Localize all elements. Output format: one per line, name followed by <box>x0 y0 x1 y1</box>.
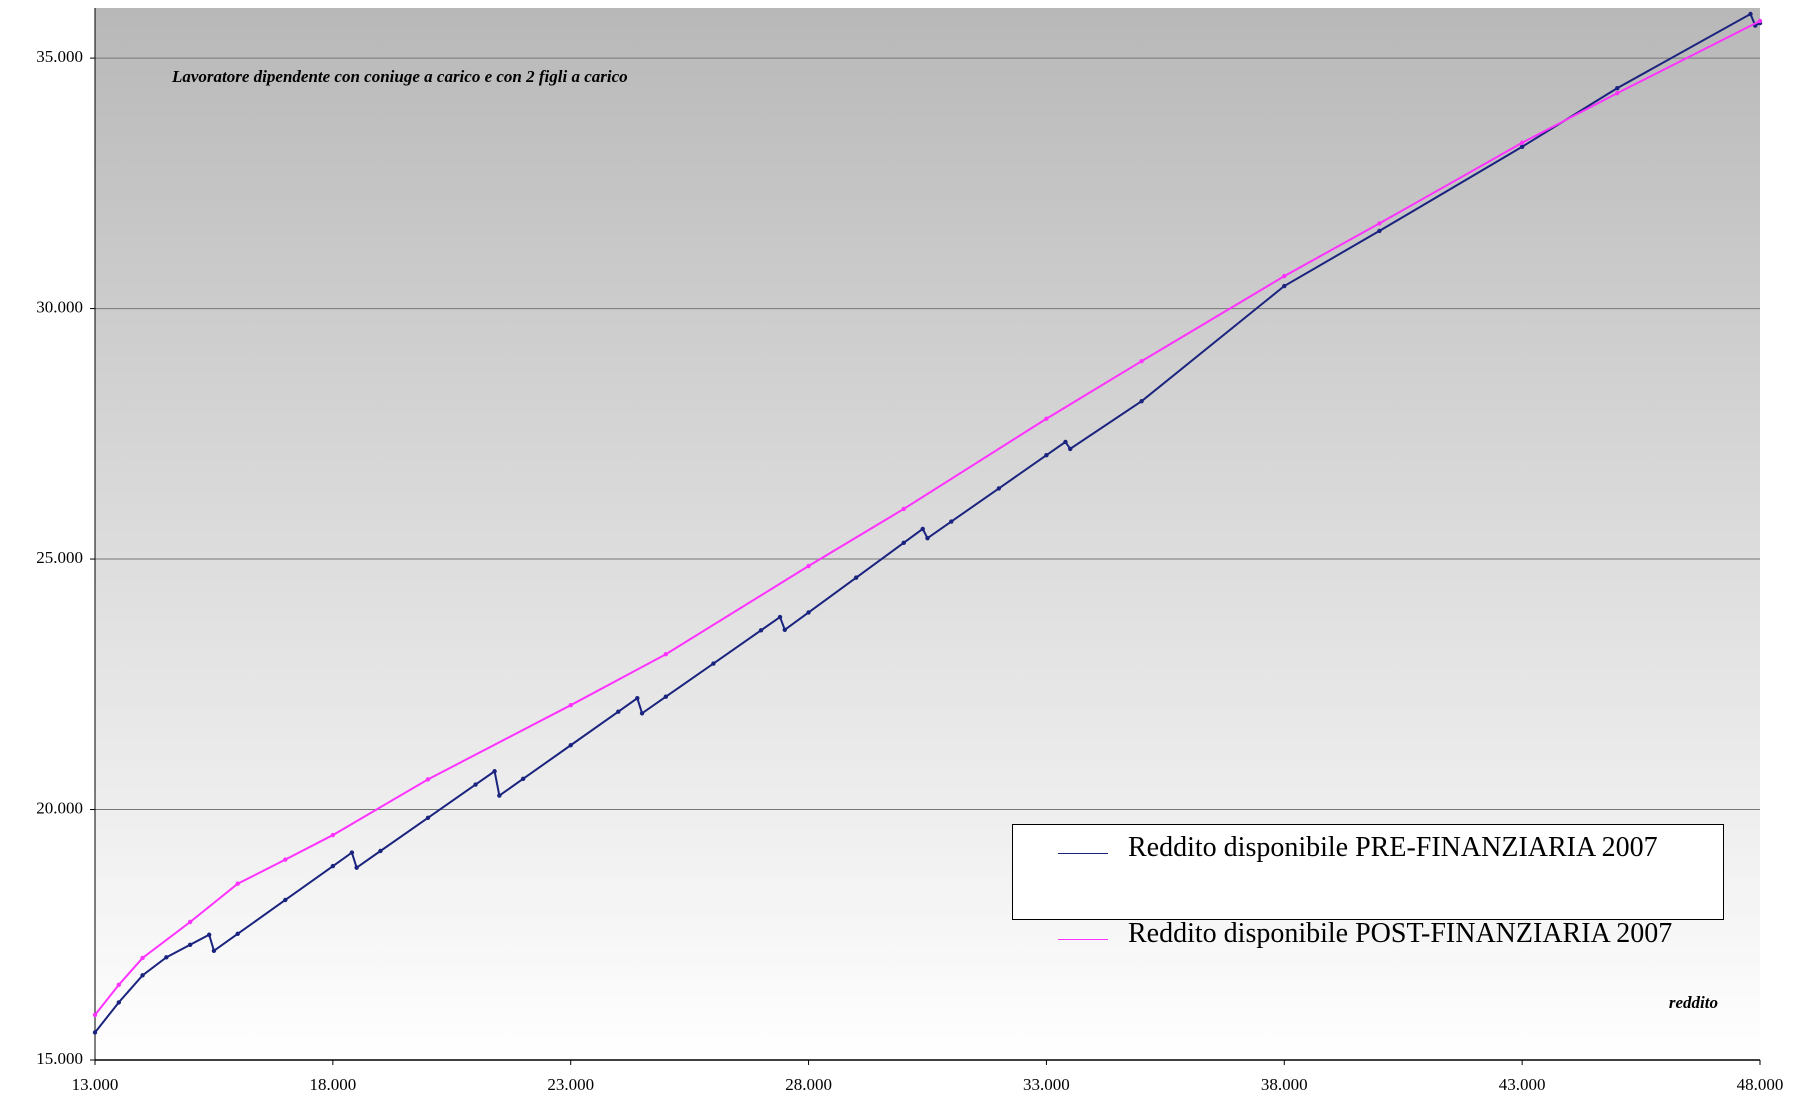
point-marker <box>492 769 497 774</box>
point-marker <box>425 815 431 820</box>
point-marker <box>92 1030 98 1035</box>
point-marker <box>920 526 925 532</box>
point-marker <box>283 857 288 862</box>
point-marker <box>639 711 645 716</box>
point-marker <box>1063 439 1068 445</box>
y-tick-label: 25.000 <box>36 548 83 567</box>
x-tick-label: 23.000 <box>547 1075 594 1094</box>
point-marker <box>1615 85 1620 91</box>
point-marker <box>140 955 145 961</box>
point-marker <box>806 610 811 615</box>
point-marker <box>1615 90 1620 96</box>
point-marker <box>568 743 573 748</box>
y-tick-label: 30.000 <box>36 297 83 316</box>
point-marker <box>164 955 169 960</box>
x-tick-label: 18.000 <box>309 1075 356 1094</box>
legend-label: Reddito disponibile POST-FINANZIARIA 200… <box>1128 918 1673 949</box>
point-marker <box>777 614 783 620</box>
point-marker <box>663 652 669 657</box>
point-marker <box>354 865 359 870</box>
point-marker <box>925 535 930 541</box>
point-marker <box>1282 283 1287 289</box>
point-marker <box>349 850 355 855</box>
point-marker <box>187 919 193 925</box>
point-marker <box>568 702 573 708</box>
point-marker <box>116 982 121 988</box>
point-marker <box>235 881 240 886</box>
point-marker <box>1748 11 1753 17</box>
x-tick-label: 33.000 <box>1023 1075 1070 1094</box>
point-marker <box>1068 446 1073 452</box>
point-marker <box>211 948 217 953</box>
chart-title: Lavoratore dipendente con coniuge a cari… <box>171 67 628 86</box>
y-tick-label: 20.000 <box>36 798 83 817</box>
point-marker <box>758 628 764 633</box>
x-tick-label: 38.000 <box>1261 1075 1308 1094</box>
legend-swatch <box>1058 853 1108 854</box>
y-tick-label: 35.000 <box>36 47 83 66</box>
x-tick-label: 43.000 <box>1499 1075 1546 1094</box>
point-marker <box>635 696 640 701</box>
point-marker <box>663 694 669 699</box>
point-marker <box>1519 144 1525 149</box>
point-marker <box>1377 228 1382 234</box>
point-marker <box>901 506 906 512</box>
point-marker <box>1519 140 1525 145</box>
point-marker <box>901 540 906 546</box>
point-marker <box>206 932 212 937</box>
point-marker <box>949 519 954 524</box>
point-marker <box>187 942 193 947</box>
x-tick-label: 28.000 <box>785 1075 832 1094</box>
point-marker <box>1282 273 1287 279</box>
point-marker <box>996 486 1002 491</box>
point-marker <box>330 863 336 869</box>
x-tick-label: 48.000 <box>1737 1075 1784 1094</box>
point-marker <box>92 1012 98 1018</box>
point-marker <box>1139 358 1144 364</box>
point-marker <box>1377 221 1382 226</box>
point-marker <box>1044 416 1049 421</box>
point-marker <box>378 848 383 854</box>
point-marker <box>1044 453 1049 458</box>
point-marker <box>116 1000 121 1005</box>
point-marker <box>283 897 288 903</box>
point-marker <box>1139 399 1144 404</box>
point-marker <box>473 782 478 787</box>
legend: Reddito disponibile PRE-FINANZIARIA 2007… <box>1012 824 1724 949</box>
point-marker <box>616 709 621 714</box>
legend-swatch <box>1058 939 1108 940</box>
point-marker <box>425 777 431 782</box>
x-axis-label: reddito <box>1669 993 1718 1012</box>
point-marker <box>140 973 145 978</box>
y-tick-label: 15.000 <box>36 1049 83 1068</box>
point-marker <box>1757 18 1763 24</box>
point-marker <box>782 627 787 632</box>
point-marker <box>520 776 526 782</box>
point-marker <box>235 931 240 937</box>
point-marker <box>853 575 859 580</box>
point-marker <box>497 793 502 798</box>
x-tick-label: 13.000 <box>72 1075 119 1094</box>
point-marker <box>711 661 716 666</box>
point-marker <box>330 832 336 838</box>
point-marker <box>806 563 811 569</box>
legend-label: Reddito disponibile PRE-FINANZIARIA 2007 <box>1128 832 1658 863</box>
